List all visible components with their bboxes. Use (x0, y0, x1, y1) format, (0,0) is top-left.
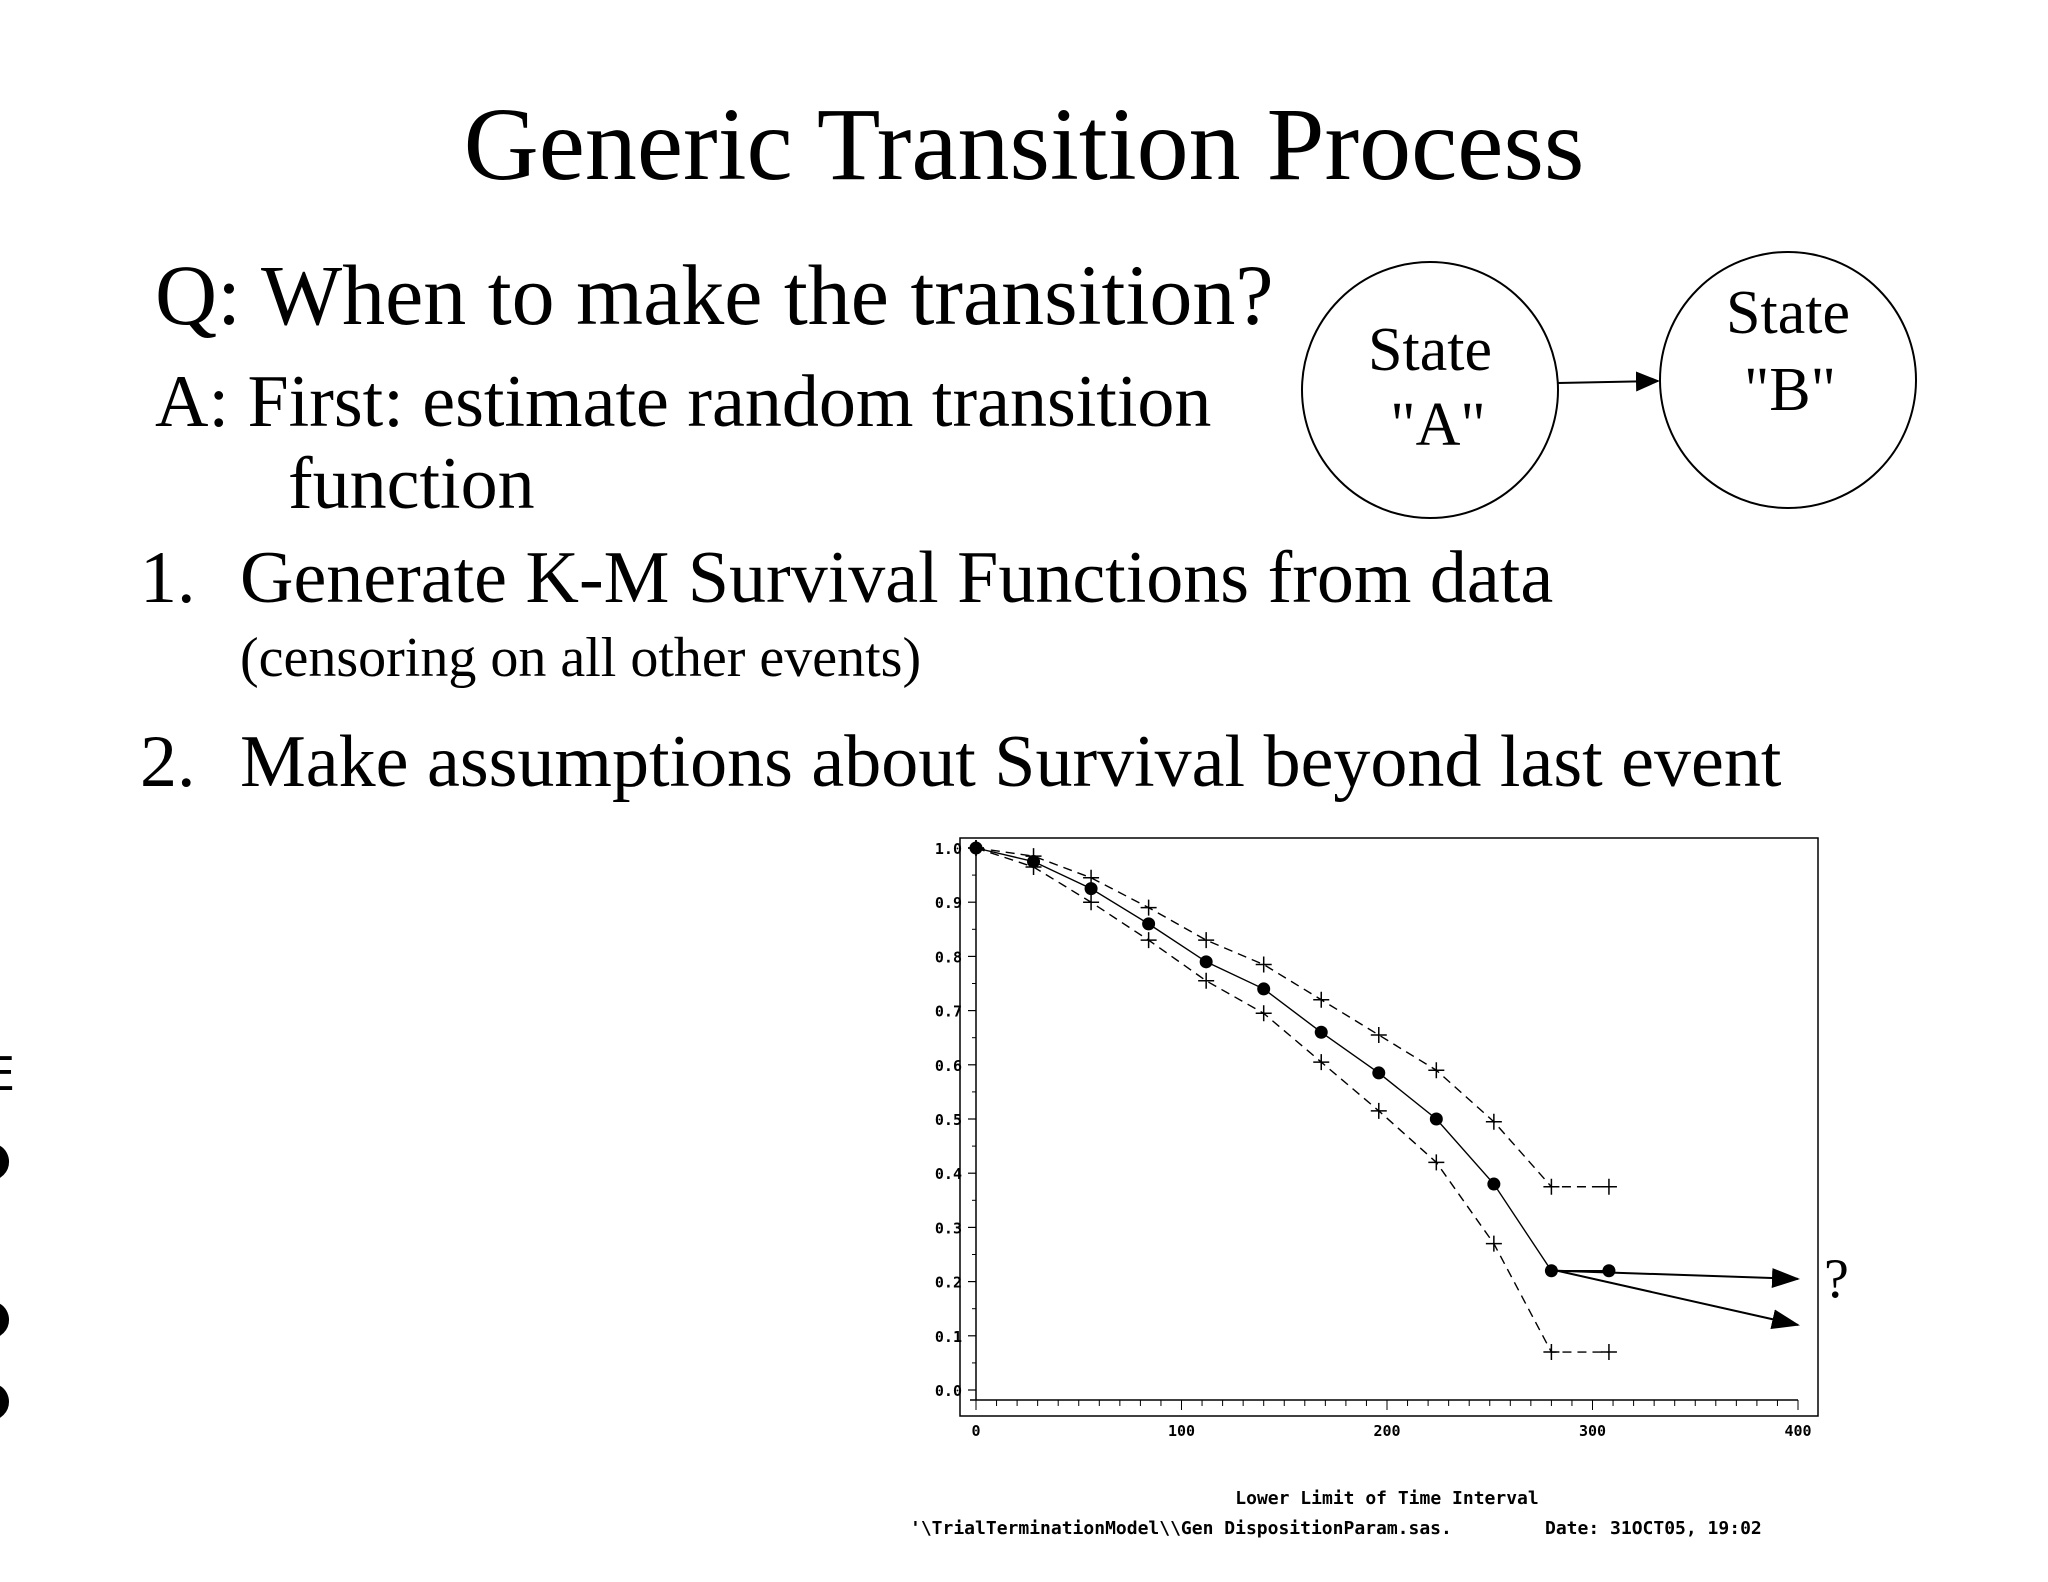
series-line-upper (975, 847, 1609, 1188)
y-tick-label: 0.2 (935, 1274, 962, 1292)
data-point (1544, 1264, 1558, 1278)
y-tick-label: 0.4 (935, 1165, 962, 1183)
left-glyph-3: ‹ (0, 1199, 2, 1245)
data-point (1142, 917, 1156, 931)
bound-point-upper (1313, 991, 1330, 1008)
step-1-subtext: (censoring on all other events) (240, 627, 922, 689)
footer-date: Date: 31OCT05, 19:02 (1545, 1518, 1762, 1539)
bound-point-lower (1083, 894, 1100, 911)
extrapolation-question-mark: ? (1824, 1248, 1849, 1310)
bound-point-upper (1428, 1062, 1445, 1079)
answer-text: A: First: estimate random transition (155, 361, 1212, 443)
bound-point-upper (1543, 1178, 1560, 1195)
footer-path: '\TrialTerminationModel\\Gen Disposition… (910, 1518, 1452, 1539)
x-tick-label: 300 (1579, 1422, 1606, 1440)
data-point (1084, 882, 1098, 896)
bound-point-lower (968, 840, 984, 856)
x-axis-label: Lower Limit of Time Interval (1235, 1488, 1538, 1509)
data-point (1429, 1112, 1443, 1126)
step-1-text: Generate K-M Survival Functions from dat… (240, 537, 1554, 619)
extrapolation-arrows: ? (1557, 1248, 1849, 1330)
transition-arrow (1557, 371, 1660, 392)
series-line-lower (975, 847, 1609, 1353)
data-point (1199, 955, 1213, 969)
bound-point-upper (1370, 1026, 1387, 1043)
data-point (1487, 1177, 1501, 1191)
y-tick-label: 0.0 (935, 1382, 962, 1400)
bound-point-upper (1485, 1113, 1502, 1130)
bound-point-upper (1140, 899, 1157, 916)
bound-point-lower (1600, 1344, 1617, 1361)
chart-axes: 0.0 0.1 0.2 0.3 0.4 0.5 0.6 0.7 0.8 0.9 1.0 0 100 200… (935, 840, 1812, 1440)
question-text: Q: When to make the transition? (155, 247, 1274, 343)
y-tick-label: 0.5 (935, 1111, 962, 1129)
bound-point-upper (1600, 1178, 1617, 1195)
x-tick-label: 0 (971, 1422, 980, 1440)
series-line-estimate (975, 847, 1609, 1272)
state-a-name: "A" (1390, 391, 1485, 459)
bound-point-upper (1198, 932, 1215, 949)
state-b-name: "B" (1744, 356, 1836, 424)
bound-point-lower (1313, 1054, 1330, 1071)
state-diagram: State "A" State "B" (1301, 251, 1917, 519)
extrapolation-arrow-1 (1557, 1268, 1800, 1289)
y-tick-label: 1.0 (935, 840, 962, 858)
bound-point-lower (1485, 1235, 1502, 1252)
x-tick-label: 200 (1373, 1422, 1400, 1440)
y-tick-label: 0.6 (935, 1057, 962, 1075)
bound-point-lower (1370, 1102, 1387, 1119)
y-tick-label: 0.1 (935, 1328, 962, 1346)
bound-point-lower (1255, 1005, 1272, 1022)
bound-point-upper (1255, 956, 1272, 973)
x-tick-label: 100 (1168, 1422, 1195, 1440)
y-tick-label: 0.7 (935, 1003, 962, 1021)
left-glyph-2: ❷ (0, 1134, 13, 1192)
left-glyph-6: ❺ (0, 1374, 13, 1432)
y-tick-label: 0.3 (935, 1219, 962, 1237)
state-a-circle (1301, 261, 1559, 519)
extrapolation-arrow-2 (1557, 1269, 1800, 1330)
left-glyph-4: ‹ (0, 1234, 2, 1280)
state-b-circle (1659, 251, 1917, 509)
data-point (1372, 1066, 1386, 1080)
y-tick-label: 0.8 (935, 948, 962, 966)
data-point (1314, 1025, 1328, 1039)
data-point (1602, 1264, 1616, 1278)
left-edge-glyphs: E ❷ ‹ ‹ ❹ ❺ (0, 1047, 15, 1432)
bound-point-upper (1083, 869, 1100, 886)
state-b-label: State (1726, 279, 1850, 347)
left-glyph-5: ❹ (0, 1292, 13, 1350)
chart-series (968, 840, 1617, 1361)
survival-chart: 0.0 0.1 0.2 0.3 0.4 0.5 0.6 0.7 0.8 0.9 1.0 0 100 200… (935, 837, 1849, 1509)
bound-point-lower (1140, 932, 1157, 949)
step-2-text: Make assumptions about Survival beyond l… (240, 721, 1782, 803)
y-tick-label: 0.9 (935, 894, 962, 912)
bound-point-lower (1025, 858, 1042, 875)
bound-point-lower (1428, 1154, 1445, 1171)
step-2-number: 2. (140, 721, 196, 803)
step-1-number: 1. (140, 537, 196, 619)
x-tick-label: 400 (1784, 1422, 1811, 1440)
bound-point-lower (1543, 1344, 1560, 1361)
plot-frame (959, 837, 1819, 1417)
state-a-label: State (1368, 316, 1492, 384)
answer-text-continued: function (288, 443, 535, 525)
data-point (1257, 982, 1271, 996)
slide-title: Generic Transition Process (463, 87, 1585, 202)
left-glyph-1: E (0, 1047, 15, 1101)
bound-point-lower (1198, 972, 1215, 989)
